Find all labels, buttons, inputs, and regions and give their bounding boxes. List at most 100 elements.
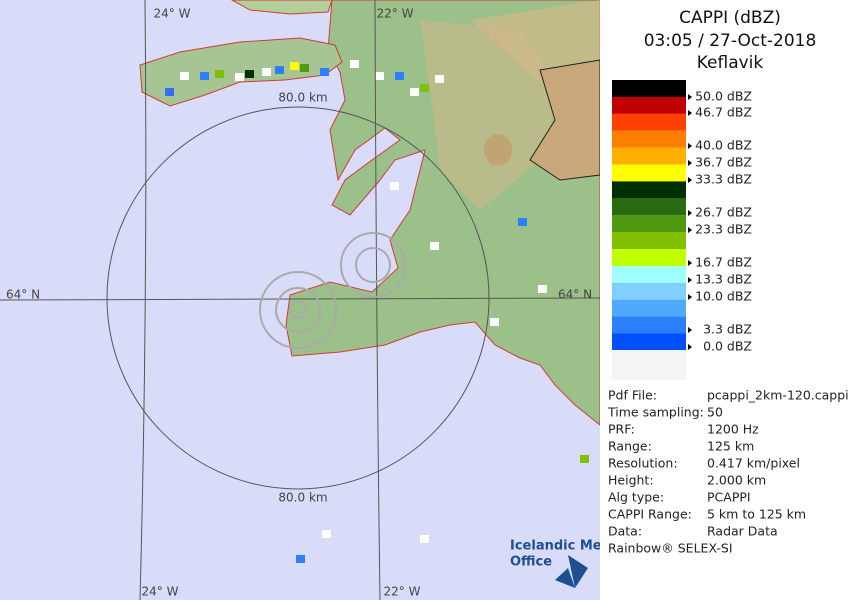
title: CAPPI (dBZ)	[679, 8, 781, 28]
info-key: Pdf File:	[608, 388, 657, 403]
legend-label: 23.3 dBZ	[695, 222, 752, 237]
info-value: 50	[707, 405, 723, 420]
lon-label: 22° W	[377, 7, 414, 21]
echo	[390, 182, 399, 190]
lat-label: 64° N	[6, 288, 40, 302]
lon-label: 24° W	[142, 585, 179, 599]
echo	[435, 75, 444, 83]
legend-swatch	[612, 113, 686, 131]
echo	[245, 70, 254, 78]
info-value: pcappi_2km-120.cappi	[707, 388, 849, 403]
ring	[355, 247, 391, 283]
legend-swatch	[612, 316, 686, 334]
footer: Rainbow® SELEX-SI	[608, 541, 733, 556]
legend-swatch	[612, 299, 686, 317]
legend-tick	[688, 327, 692, 333]
info-value: 2.000 km	[707, 473, 766, 488]
legend-label: 26.7 dBZ	[695, 205, 752, 220]
legend-label: 13.3 dBZ	[695, 272, 752, 287]
legend-swatch	[612, 96, 686, 114]
echoes	[165, 60, 589, 563]
echo	[165, 88, 174, 96]
ring	[259, 271, 337, 349]
info-key: Height:	[608, 473, 654, 488]
meridian	[374, 0, 381, 600]
echo	[420, 535, 429, 543]
lat-label: 64° N	[558, 288, 592, 302]
side-panel: CAPPI (dBZ) 03:05 / 27-Oct-2018 Keflavik…	[600, 0, 861, 600]
echo	[215, 70, 224, 78]
lon-label: 22° W	[384, 585, 421, 599]
legend-swatch	[612, 215, 686, 233]
ring	[340, 232, 406, 298]
echo	[200, 72, 209, 80]
time: 03:05 / 27-Oct-2018	[644, 31, 817, 51]
info-value: PCAPPI	[707, 490, 751, 505]
range-label: 80.0 km	[278, 491, 327, 505]
land	[230, 0, 333, 15]
echo	[518, 218, 527, 226]
legend-swatch	[612, 333, 686, 351]
info-value: Radar Data	[707, 524, 778, 539]
legend-tick	[688, 177, 692, 183]
echo	[430, 242, 439, 250]
echo	[180, 72, 189, 80]
info-key: CAPPI Range:	[608, 507, 692, 522]
legend-label: 36.7 dBZ	[695, 155, 752, 170]
legend-tick	[688, 260, 692, 266]
info-key: Time sampling:	[607, 405, 704, 420]
info-value: 1200 Hz	[707, 422, 759, 437]
legend-swatch	[612, 265, 686, 283]
legend-label: 33.3 dBZ	[695, 172, 752, 187]
echo	[538, 285, 547, 293]
ring	[289, 301, 307, 319]
legend-swatch	[612, 164, 686, 182]
legend-label: 40.0 dBZ	[695, 138, 752, 153]
range-label: 80.0 km	[278, 91, 327, 105]
echo	[410, 88, 419, 96]
echo	[262, 68, 271, 76]
legend-tick	[688, 110, 692, 116]
echo	[420, 84, 429, 92]
legend-swatch	[612, 181, 686, 199]
echo	[320, 68, 329, 76]
legend-tick	[688, 294, 692, 300]
legend-tick	[688, 143, 692, 149]
echo	[350, 60, 359, 68]
echo	[395, 72, 404, 80]
legend-swatch	[612, 282, 686, 300]
legend-tick	[688, 94, 692, 100]
legend-label: 50.0 dBZ	[695, 89, 752, 104]
echo	[375, 72, 384, 80]
legend-label: 46.7 dBZ	[695, 105, 752, 120]
echo	[490, 318, 499, 326]
legend-label: 3.3 dBZ	[703, 322, 752, 337]
info-key: Range:	[608, 439, 652, 454]
echo	[296, 555, 305, 563]
info-key: PRF:	[608, 422, 635, 437]
logo-text: Office	[510, 555, 552, 570]
legend-swatch	[612, 249, 686, 266]
range-ring	[106, 106, 490, 490]
parallel	[0, 297, 601, 301]
legend-swatch	[612, 130, 686, 148]
legend-swatch	[612, 147, 686, 165]
echo	[322, 530, 331, 538]
legend-tick	[688, 210, 692, 216]
ring	[275, 287, 321, 333]
echo	[235, 73, 244, 81]
graticule	[0, 0, 601, 600]
info-value: 0.417 km/pixel	[707, 456, 800, 471]
echo	[300, 64, 309, 72]
echo	[275, 66, 284, 74]
legend-label: 16.7 dBZ	[695, 255, 752, 270]
info-key: Resolution:	[608, 456, 678, 471]
legend-tick	[688, 160, 692, 166]
info-value: 5 km to 125 km	[707, 507, 806, 522]
echo	[580, 455, 589, 463]
legend-tick	[688, 344, 692, 350]
info-key: Data:	[608, 524, 642, 539]
